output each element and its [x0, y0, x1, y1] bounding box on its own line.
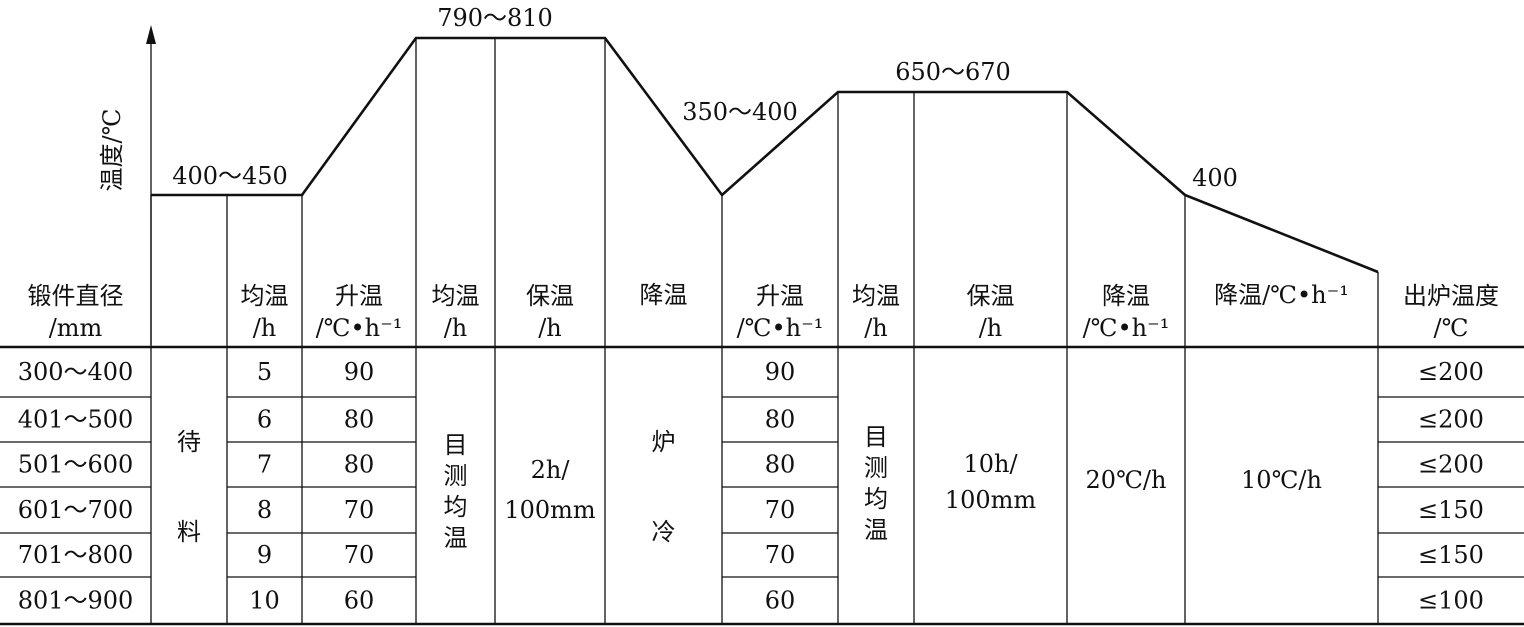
column-header: 出炉温度 — [1403, 282, 1499, 310]
column-header-unit: /h — [444, 314, 468, 342]
merged-cell-soak2: 目 — [864, 423, 888, 451]
cell-heat_rate2: 70 — [765, 496, 796, 524]
cell-discharge: ≤200 — [1418, 358, 1484, 386]
merged-cell-soak1: 温 — [444, 524, 468, 552]
cell-soak_h: 9 — [257, 541, 272, 569]
column-header-unit: /℃ — [1434, 314, 1469, 342]
column-header: 降温/℃•h⁻¹ — [1214, 281, 1349, 309]
curve-label: 350～400 — [682, 98, 798, 126]
merged-cell-soak1: 目 — [444, 431, 468, 459]
column-header: 保温 — [526, 282, 574, 310]
merged-cell-wait: 待 — [177, 428, 201, 456]
column-header: 降温 — [1102, 282, 1150, 310]
merged-cell-cool-rate2: 10℃/h — [1241, 466, 1322, 494]
column-header: 升温 — [335, 282, 383, 310]
axis-arrow-icon — [146, 25, 156, 44]
merged-cell-hold1: 100mm — [504, 496, 596, 524]
cell-heat_rate2: 90 — [765, 358, 796, 386]
table-row: 401～500 6 80 80 ≤200 — [18, 406, 1484, 434]
cell-discharge: ≤100 — [1418, 587, 1484, 615]
table-row: 501～600 7 80 80 ≤200 — [18, 451, 1484, 479]
column-header: 均温 — [852, 282, 900, 310]
column-header: 均温 — [432, 282, 480, 310]
column-header: 升温 — [756, 282, 804, 310]
cell-discharge: ≤150 — [1418, 496, 1484, 524]
merged-cell-hold2: 10h/ — [963, 450, 1018, 478]
merged-cell-furnace_cool: 炉 — [652, 428, 676, 456]
cell-soak_h: 7 — [257, 451, 272, 479]
cell-discharge: ≤150 — [1418, 541, 1484, 569]
cell-heat_rate2: 70 — [765, 541, 796, 569]
column-header: 保温 — [967, 282, 1015, 310]
cell-discharge: ≤200 — [1418, 406, 1484, 434]
merged-cell-soak1: 测 — [444, 462, 468, 490]
cell-diameter: 701～800 — [18, 541, 134, 569]
column-header-unit: /mm — [49, 314, 103, 342]
merged-cell-cool-rate: 20℃/h — [1086, 466, 1167, 494]
cell-heat_rate: 70 — [344, 541, 375, 569]
merged-cell-wait: 料 — [177, 518, 201, 546]
cell-heat_rate: 70 — [344, 496, 375, 524]
table-row: 801～900 10 60 60 ≤100 — [18, 587, 1484, 615]
temperature-curve — [151, 36, 1379, 274]
curve-label: 790～810 — [437, 4, 553, 32]
cell-heat_rate2: 80 — [765, 451, 796, 479]
cell-diameter: 501～600 — [18, 451, 134, 479]
cell-heat_rate: 80 — [344, 406, 375, 434]
merged-cell-hold2: 100mm — [945, 486, 1037, 514]
table-row: 601～700 8 70 70 ≤150 — [18, 496, 1484, 524]
cell-heat_rate2: 60 — [765, 587, 796, 615]
merged-cell-hold1: 2h/ — [531, 456, 571, 484]
column-header-unit: /h — [253, 314, 277, 342]
column-header-unit: /h — [864, 314, 888, 342]
y-axis-label: 温度/℃ — [98, 109, 126, 192]
cell-soak_h: 6 — [257, 406, 272, 434]
cell-diameter: 300～400 — [18, 358, 134, 386]
column-header-unit: /℃•h⁻¹ — [737, 314, 824, 342]
cell-diameter: 801～900 — [18, 587, 134, 615]
column-header-unit: /℃•h⁻¹ — [1083, 314, 1170, 342]
cell-heat_rate: 60 — [344, 587, 375, 615]
cell-heat_rate2: 80 — [765, 406, 796, 434]
curve-label: 400 — [1192, 164, 1238, 192]
column-header-unit: /h — [979, 314, 1003, 342]
merged-cell-soak2: 均 — [864, 485, 888, 513]
column-header-unit: /℃•h⁻¹ — [316, 314, 403, 342]
cell-soak_h: 10 — [249, 587, 280, 615]
cell-diameter: 601～700 — [18, 496, 134, 524]
curve-label: 650～670 — [895, 58, 1011, 86]
column-header: 降温 — [640, 281, 688, 309]
cell-diameter: 401～500 — [18, 406, 134, 434]
column-header: 均温 — [241, 282, 289, 310]
cell-soak_h: 8 — [257, 496, 272, 524]
cell-heat_rate: 90 — [344, 358, 375, 386]
table-row: 300～400 5 90 90 ≤200 — [18, 358, 1484, 386]
curve-label: 400～450 — [172, 162, 288, 190]
table-row: 701～800 9 70 70 ≤150 — [18, 541, 1484, 569]
merged-cell-soak1: 均 — [444, 493, 468, 521]
merged-cell-soak2: 测 — [864, 454, 888, 482]
cell-soak_h: 5 — [257, 358, 272, 386]
column-header: 锻件直径 — [28, 282, 124, 310]
cell-discharge: ≤200 — [1418, 451, 1484, 479]
cell-heat_rate: 80 — [344, 451, 375, 479]
merged-cell-soak2: 温 — [864, 516, 888, 544]
column-header-unit: /h — [538, 314, 562, 342]
merged-cell-furnace_cool: 冷 — [652, 518, 676, 546]
